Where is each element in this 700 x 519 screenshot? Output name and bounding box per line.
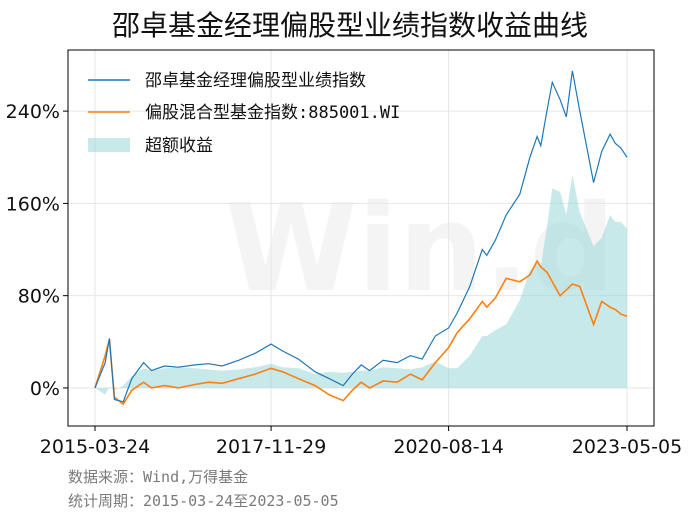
- y-tick-label: 80%: [18, 286, 60, 308]
- legend-label-excess: 超额收益: [145, 136, 213, 156]
- plot-frame: [67, 49, 655, 427]
- source-note: 数据来源：Wind,万得基金: [68, 468, 249, 486]
- x-tick-label: 2023-05-05: [572, 436, 682, 458]
- chart-title: 邵卓基金经理偏股型业绩指数收益曲线: [111, 9, 588, 42]
- legend-label-manager: 邵卓基金经理偏股型业绩指数: [145, 71, 366, 91]
- period-note: 统计周期：2015-03-24至2023-05-05: [68, 492, 339, 510]
- x-tick-label: 2020-08-14: [393, 436, 503, 458]
- axis-ticks: 0% 80% 160% 240% 2015-03-24 2017-11-29 2020-08…: [6, 101, 683, 458]
- y-tick-label: 240%: [6, 101, 60, 123]
- x-tick-label: 2017-11-29: [216, 436, 326, 458]
- manager-index-line: [94, 70, 628, 403]
- y-tick-label: 160%: [6, 193, 60, 215]
- y-tick-label: 0%: [30, 378, 60, 400]
- x-tick-label: 2015-03-24: [40, 436, 150, 458]
- legend-label-fund-index: 偏股混合型基金指数:885001.WI: [145, 103, 400, 123]
- fund-index-line: [94, 259, 628, 406]
- legend: 邵卓基金经理偏股型业绩指数 偏股混合型基金指数:885001.WI 超额收益: [88, 71, 400, 156]
- excess-return-area: [95, 174, 627, 395]
- legend-swatch-excess: [88, 138, 130, 152]
